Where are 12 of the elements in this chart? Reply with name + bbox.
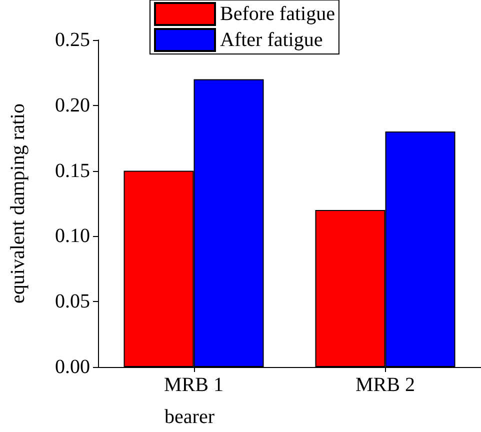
legend-label: After fatigue [220, 29, 323, 51]
x-tick-label: MRB 1 [164, 374, 224, 396]
legend-label: Before fatigue [220, 3, 336, 25]
y-tick-label: 0.15 [55, 160, 90, 182]
x-tick-label: MRB 2 [356, 374, 415, 396]
y-tick-label: 0.05 [55, 290, 90, 313]
y-axis-title: equivalent damping ratio [7, 104, 29, 304]
y-tick-label: 0.10 [55, 225, 90, 248]
y-tick-label: 0.20 [55, 94, 90, 116]
x-axis-title: bearer [164, 406, 215, 428]
y-tick-label: 0.00 [55, 356, 90, 378]
y-tick-label: 0.25 [55, 29, 90, 51]
